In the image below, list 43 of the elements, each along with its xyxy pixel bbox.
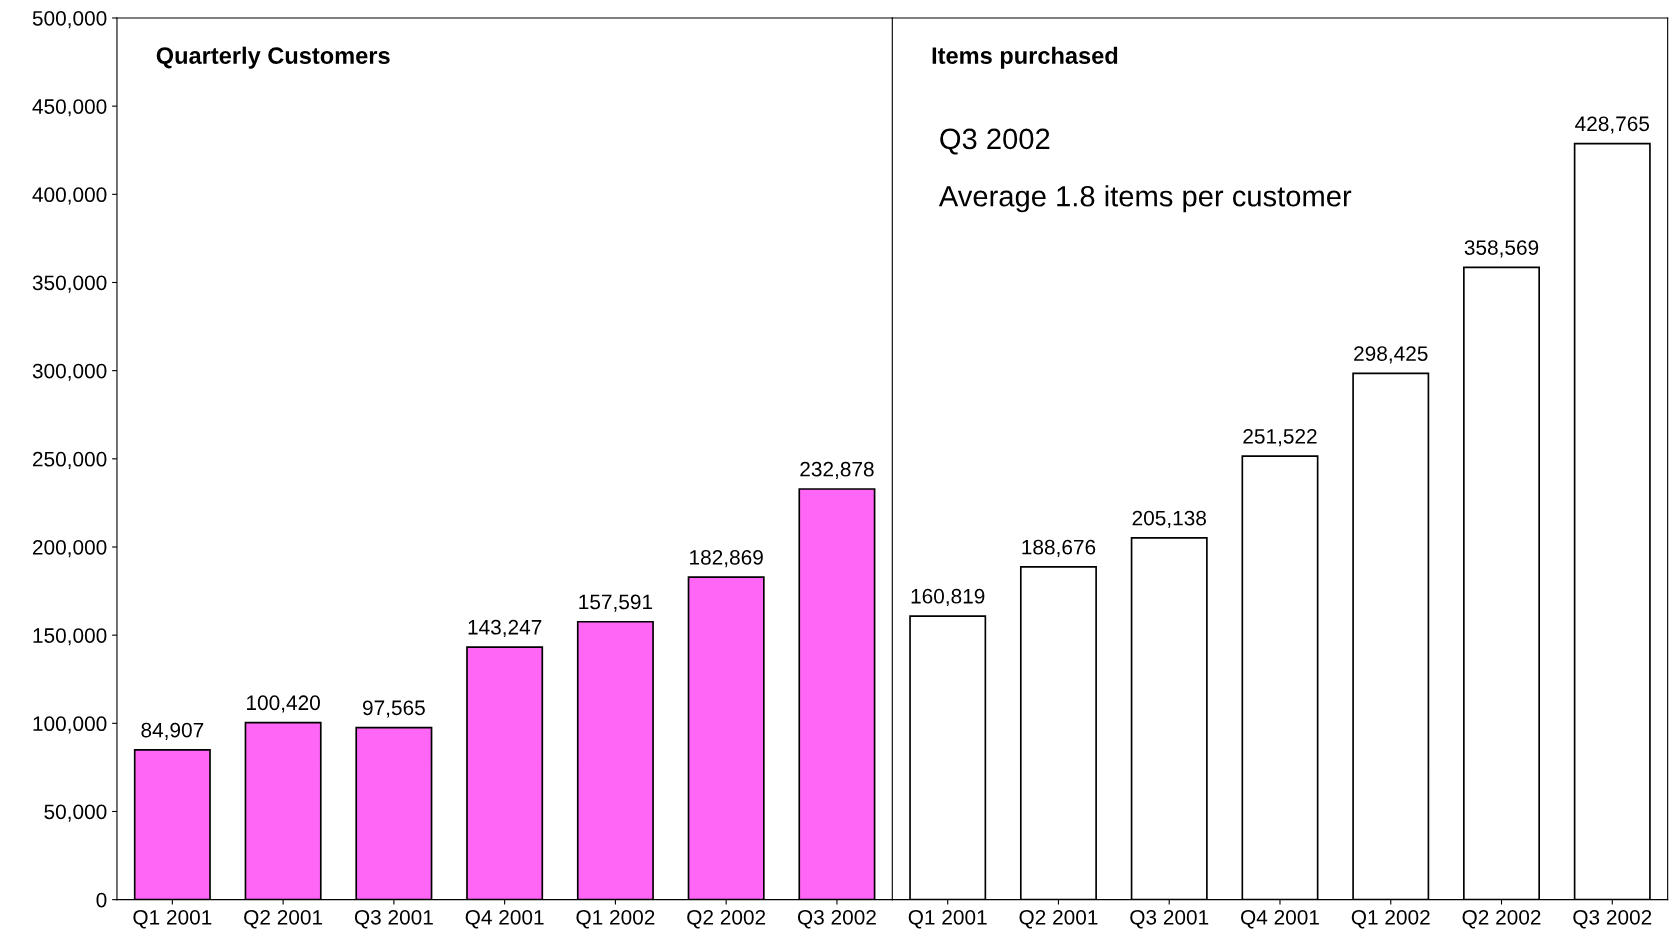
x-tick-label: Q3 2002 [1573, 909, 1652, 929]
y-tick-label: 500,000 [32, 10, 107, 29]
y-tick-label: 300,000 [32, 363, 107, 381]
x-tick-label: Q3 2001 [354, 909, 433, 929]
x-tick-label: Q1 2001 [908, 909, 987, 929]
y-tick-label: 50,000 [44, 804, 107, 822]
x-tick-label: Q3 2002 [797, 909, 876, 929]
y-tick-label: 250,000 [33, 451, 107, 470]
x-tick-label: Q4 2001 [1241, 909, 1319, 929]
data-label: 251,522 [1243, 428, 1317, 447]
x-tick-label: Q1 2002 [1351, 909, 1430, 929]
x-tick-label: Q1 2002 [576, 909, 655, 929]
y-tick-label: 100,000 [33, 716, 107, 734]
data-label: 358,569 [1464, 240, 1539, 258]
annotation: Q3 2002 [940, 128, 1050, 155]
data-label: 188,676 [1022, 539, 1096, 557]
text: Items purchased [932, 46, 1118, 69]
y-tick-label: 350,000 [32, 275, 107, 293]
data-label: 97,565 [363, 700, 425, 718]
x-tick-label: Q2 2002 [687, 909, 766, 929]
data-label: 143,247 [468, 619, 542, 638]
data-label: 205,138 [1132, 510, 1206, 528]
x-tick-label: Q2 2001 [1019, 909, 1098, 929]
data-label: 182,869 [690, 549, 763, 568]
data-label: 100,420 [247, 695, 320, 713]
y-tick-label: 400,000 [32, 187, 107, 205]
y-tick-label: 450,000 [32, 99, 107, 117]
data-label: 157,591 [579, 594, 653, 612]
y-tick-label: 200,000 [33, 539, 107, 558]
data-label: 84,907 [141, 722, 204, 740]
text: Quarterly Customers [156, 46, 390, 69]
y-tick-label: 150,000 [33, 628, 107, 646]
x-tick-label: Q2 2001 [244, 909, 323, 929]
data-label: 232,878 [800, 461, 874, 480]
data-label: 428,765 [1575, 116, 1650, 134]
data-label: 160,819 [911, 588, 985, 607]
x-tick-label: Q4 2001 [465, 909, 544, 929]
x-tick-label: Q2 2002 [1462, 909, 1541, 929]
x-tick-label: Q3 2001 [1130, 909, 1209, 929]
y-tick-label: 0 [96, 892, 107, 908]
data-label: 298,425 [1354, 346, 1428, 364]
annotation: Average 1.8 items per customer [938, 185, 1352, 213]
x-tick-label: Q1 2001 [133, 909, 212, 929]
